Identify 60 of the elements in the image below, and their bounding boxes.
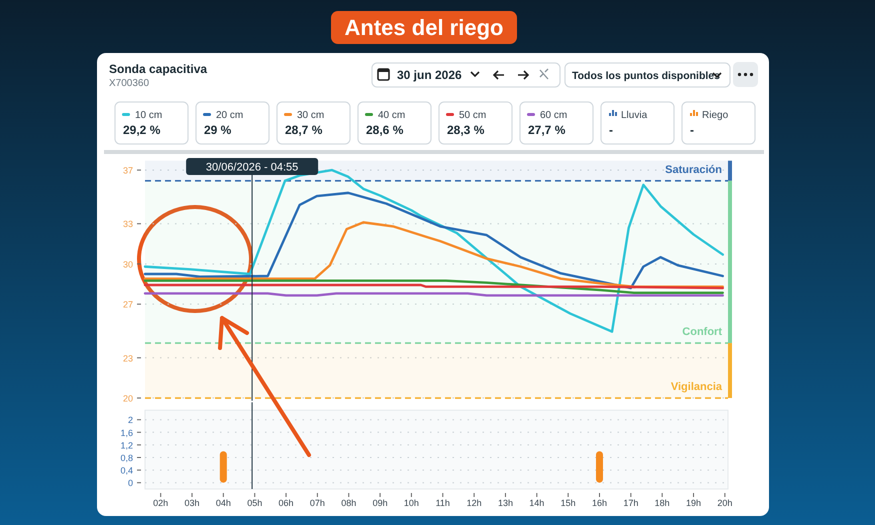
band-label: Vigilancia — [670, 381, 723, 394]
x-tick-label: 04h — [216, 498, 231, 508]
y-tick-label: 2 — [128, 415, 133, 426]
text: 27,7 % — [528, 123, 566, 137]
legend-label: 30 cm — [297, 110, 324, 121]
y-tick-label: 0 — [128, 478, 133, 488]
legend-label: 10 cm — [135, 110, 162, 121]
x-tick-label: 19h — [686, 498, 702, 508]
text: - — [690, 123, 694, 137]
x-tick-label: 09h — [372, 498, 388, 508]
band-label: Confort — [682, 326, 722, 338]
text: X700360 — [109, 78, 150, 89]
text: 28,3 % — [447, 123, 485, 137]
legend-label: 50 cm — [459, 110, 486, 121]
y-tick-label: 27 — [122, 300, 133, 310]
y-tick-label: 0,8 — [120, 453, 133, 463]
x-tick-label: 10h — [404, 498, 419, 508]
legend-label: 60 cm — [540, 110, 568, 121]
line-series — [144, 221, 724, 288]
legend-label: Lluvia — [621, 110, 648, 121]
x-tick-label: 11h — [436, 498, 450, 508]
x-tick-label: 16h — [592, 498, 608, 508]
text: 29,2 % — [123, 123, 161, 137]
text: 30 jun 2026 — [397, 68, 462, 82]
x-tick-label: 06h — [278, 498, 294, 508]
y-tick-label: 1,6 — [120, 428, 133, 438]
y-tick-label: 23 — [122, 353, 133, 364]
y-tick-label: 37 — [122, 166, 133, 176]
legend-label: Riego — [702, 110, 729, 121]
x-tick-label: 20h — [717, 498, 732, 508]
text: 28,6 % — [366, 123, 404, 137]
legend-label: 40 cm — [378, 110, 406, 121]
text: 29 % — [204, 123, 232, 137]
ref-line-label: 30/06/2026 - 04:55 — [206, 162, 298, 174]
line-series — [144, 280, 724, 294]
legend-label: 20 cm — [216, 110, 244, 121]
x-tick-label: 14h — [529, 498, 544, 508]
y-tick-label: 33 — [122, 219, 133, 230]
x-tick-label: 12h — [466, 498, 482, 508]
x-tick-label: 08h — [341, 498, 356, 508]
y-tick-label: 1,2 — [120, 440, 133, 450]
band-label: Saturación — [665, 164, 722, 176]
text: Sonda capacitiva — [109, 62, 208, 76]
x-tick-label: 15h — [560, 498, 576, 508]
x-tick-label: 13h — [498, 498, 513, 508]
tooltip: 30/06/2026 - 04:55 — [186, 158, 318, 175]
x-tick-label: 17h — [623, 498, 638, 508]
x-tick-label: 02h — [153, 498, 168, 508]
y-tick-label: 30 — [122, 259, 133, 270]
text: Antes del riego — [344, 15, 504, 40]
x-tick-label: 03h — [184, 498, 200, 508]
line-series — [144, 192, 724, 290]
text: 28,7 % — [285, 123, 323, 137]
x-tick-label: 18h — [654, 498, 670, 508]
text: - — [609, 123, 613, 137]
x-tick-label: 05h — [247, 498, 262, 508]
y-tick-label: 20 — [122, 394, 133, 404]
x-tick-label: 07h — [310, 498, 325, 508]
y-tick-label: 0,4 — [120, 466, 133, 476]
text: Todos los puntos disponibles — [572, 70, 720, 82]
